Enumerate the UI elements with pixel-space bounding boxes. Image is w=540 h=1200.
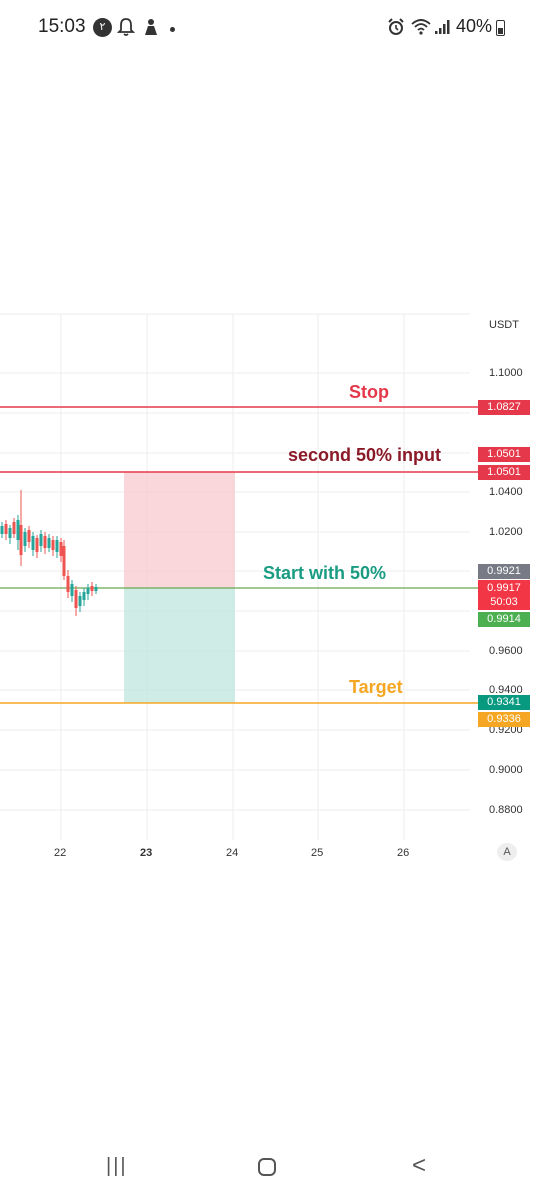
back-button[interactable]: < xyxy=(412,1152,427,1179)
last-price-label: 0.9921 xyxy=(478,564,530,579)
status-bar: 15:03 ٢ 40% xyxy=(0,0,540,56)
entry-price-label: 0.9914 xyxy=(478,612,530,627)
target-price-label: 0.9341 xyxy=(478,695,530,710)
price-tick: 1.1000 xyxy=(489,367,523,379)
second-entry-price-label: 1.0501 xyxy=(478,447,530,462)
price-tick: 0.9200 xyxy=(489,724,523,736)
battery-icon xyxy=(496,20,505,36)
current-price-value: 0.9917 xyxy=(487,582,521,594)
countdown-value: 50:03 xyxy=(490,596,518,608)
target-annotation[interactable]: Target xyxy=(349,677,403,697)
bell-icon xyxy=(117,18,135,36)
price-tick: 0.8800 xyxy=(489,804,523,816)
price-tick: 0.9000 xyxy=(489,764,523,776)
navigation-bar: ||| < xyxy=(0,1140,540,1200)
second-entry-price-label: 1.0501 xyxy=(478,465,530,480)
home-button[interactable] xyxy=(258,1158,276,1176)
price-tick: 0.9600 xyxy=(489,645,523,657)
price-tick: 1.0400 xyxy=(489,486,523,498)
signal-icon xyxy=(435,20,450,34)
start-annotation[interactable]: Start with 50% xyxy=(263,563,387,583)
recents-button[interactable]: ||| xyxy=(106,1155,128,1177)
dot-icon xyxy=(170,27,175,32)
profit-zone xyxy=(124,588,235,703)
chart-grid xyxy=(0,313,470,840)
price-tick: 0.9400 xyxy=(489,684,523,696)
time-tick: 26 xyxy=(397,847,410,859)
price-tick: 1.0200 xyxy=(489,526,523,538)
stop-price-label: 1.0827 xyxy=(478,400,530,415)
current-price-label: 0.9917 50:03 xyxy=(478,580,530,610)
battery-percent: 40% xyxy=(456,16,493,36)
alarm-icon xyxy=(388,18,404,35)
trading-chart[interactable]: Stop second 50% input Start with 50% Tar… xyxy=(0,300,540,880)
chart-canvas[interactable] xyxy=(0,300,540,880)
time-tick: 24 xyxy=(226,847,239,859)
time-tick: 23 xyxy=(140,847,153,859)
loss-zone xyxy=(124,472,235,588)
auto-scale-button[interactable]: A xyxy=(497,843,517,861)
second-entry-annotation[interactable]: second 50% input xyxy=(288,445,442,465)
candlesticks xyxy=(0,490,98,616)
status-time: 15:03 xyxy=(38,16,86,37)
currency-label: USDT xyxy=(489,319,519,331)
wifi-icon xyxy=(411,19,431,35)
app-icon xyxy=(145,19,157,35)
notification-badge-icon: ٢ xyxy=(93,18,112,37)
time-tick: 22 xyxy=(54,847,67,859)
target-price-label: 0.9336 xyxy=(478,712,530,727)
stop-annotation[interactable]: Stop xyxy=(349,382,389,402)
time-tick: 25 xyxy=(311,847,324,859)
